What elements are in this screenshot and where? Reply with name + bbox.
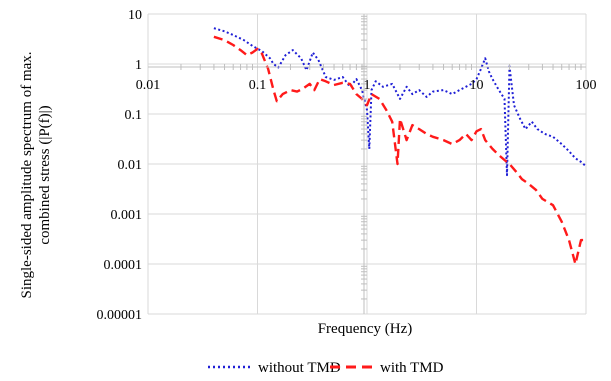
x-tick-label: 0.01 (136, 78, 161, 93)
y-tick-label: 0.00001 (97, 308, 143, 323)
series-line-with-tmd (213, 35, 586, 266)
axes (148, 14, 586, 314)
legend-label-without-tmd: without TMD (258, 360, 341, 376)
tick-labels: 0.01 0.1 1 10 100 10 1 0.1 0.01 0.001 0.0001 0.0000… (97, 8, 597, 323)
y-tick-label: 1 (135, 58, 142, 73)
y-tick-label: 0.1 (125, 108, 143, 123)
series-layer (213, 27, 587, 266)
x-tick-label: 1 (364, 78, 371, 93)
y-tick-label: 0.01 (118, 158, 143, 173)
grid (147, 13, 587, 315)
y-tick-label: 0.001 (111, 208, 143, 223)
x-tick-label: 0.1 (249, 78, 267, 93)
y-tick-label: 10 (128, 8, 142, 23)
y-axis-title-line1: Single-sided amplitude spectrum of max. (19, 51, 35, 298)
x-axis-title: Frequency (Hz) (318, 321, 413, 337)
x-tick-label: 10 (470, 78, 484, 93)
legend-label-with-tmd: with TMD (380, 360, 444, 376)
y-axis-title-line2: combined stress (|P(f)|) (37, 105, 53, 244)
x-tick-label: 100 (576, 78, 597, 93)
series-line-without-tmd (213, 27, 587, 177)
legend: without TMD with TMD (208, 360, 444, 376)
y-tick-label: 0.0001 (104, 258, 143, 273)
